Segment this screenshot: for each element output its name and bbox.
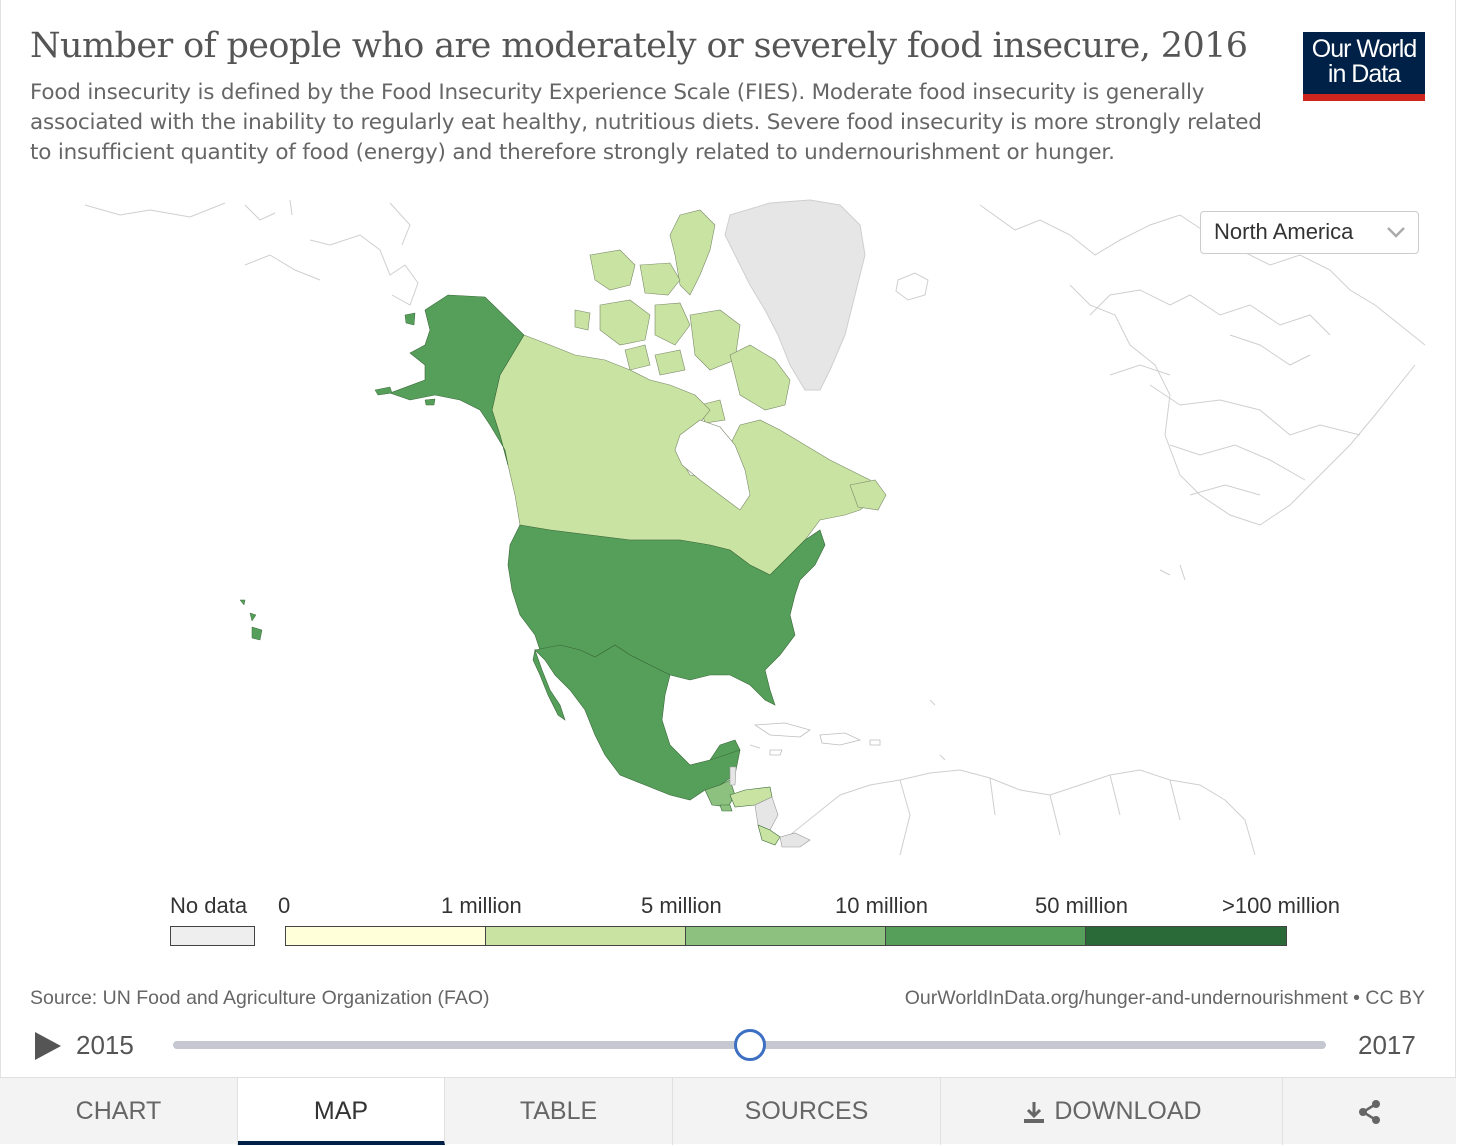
tab-download-label: DOWNLOAD <box>1054 1097 1202 1125</box>
timeline-start-year: 2015 <box>76 1030 134 1060</box>
source-note: Source: UN Food and Agriculture Organiza… <box>30 987 490 1009</box>
share-button[interactable] <box>1283 1078 1456 1145</box>
region-select-value: North America <box>1214 219 1354 244</box>
tab-table[interactable]: TABLE <box>445 1078 673 1145</box>
hawaii <box>239 599 263 641</box>
newfoundland <box>849 479 887 511</box>
nicaragua <box>754 796 779 831</box>
chart-title: Number of people who are moderately or s… <box>30 26 1248 66</box>
siberia-outline <box>84 199 419 306</box>
legend-no-data-label: No data <box>170 893 248 918</box>
legend-tick-0: 0 <box>278 893 291 918</box>
canada-arctic-islands <box>574 209 791 424</box>
legend-bin-3 <box>885 926 1086 946</box>
legend-bin-2 <box>685 926 886 946</box>
yucatan <box>709 739 741 761</box>
legend-tick-5: >100 million <box>1222 893 1341 918</box>
greenland <box>724 199 866 391</box>
share-icon <box>1358 1100 1380 1125</box>
legend-tick-3: 10 million <box>835 893 928 918</box>
logo-bar <box>1303 94 1425 101</box>
caribbean-islands <box>753 722 881 756</box>
aleutian-islands <box>374 312 436 406</box>
el-salvador <box>719 804 733 812</box>
legend-bin-0 <box>285 926 486 946</box>
legend-no-data-swatch <box>170 926 255 946</box>
islands-outline <box>749 564 1186 761</box>
south-america-outline <box>789 769 1256 856</box>
legend-tick-4: 50 million <box>1035 893 1128 918</box>
play-icon[interactable] <box>33 1030 63 1062</box>
baja-california <box>532 648 566 721</box>
tab-download[interactable]: DOWNLOAD <box>941 1078 1283 1145</box>
world-map <box>84 199 1426 856</box>
tab-sources[interactable]: SOURCES <box>673 1078 941 1145</box>
legend-bin-4 <box>1085 926 1287 946</box>
tab-bar: CHART MAP TABLE SOURCES DOWNLOAD <box>0 1077 1456 1145</box>
alaska <box>389 294 525 466</box>
timeline-handle[interactable] <box>734 1029 766 1061</box>
region-select[interactable]: North America <box>1200 211 1419 254</box>
tab-map[interactable]: MAP <box>238 1078 445 1145</box>
chart-subtitle: Food insecurity is defined by the Food I… <box>30 80 1262 165</box>
iceland <box>895 272 929 301</box>
download-icon <box>1024 1102 1045 1124</box>
legend-bin-1 <box>485 926 686 946</box>
logo-line-2: in Data <box>1327 60 1401 88</box>
legend-tick-2: 5 million <box>641 893 722 918</box>
chevron-down-icon <box>1387 227 1405 238</box>
belize <box>729 766 737 786</box>
panama <box>779 832 811 848</box>
source-url[interactable]: OurWorldInData.org/hunger-and-undernouri… <box>904 987 1425 1009</box>
costa-rica <box>757 824 781 846</box>
hudson-bay <box>674 419 751 511</box>
tab-chart[interactable]: CHART <box>0 1078 238 1145</box>
legend-tick-1: 1 million <box>441 893 522 918</box>
logo-line-1: Our World <box>1311 35 1417 63</box>
timeline-end-year: 2017 <box>1358 1030 1416 1060</box>
owid-logo[interactable]: Our World in Data <box>1303 32 1425 101</box>
